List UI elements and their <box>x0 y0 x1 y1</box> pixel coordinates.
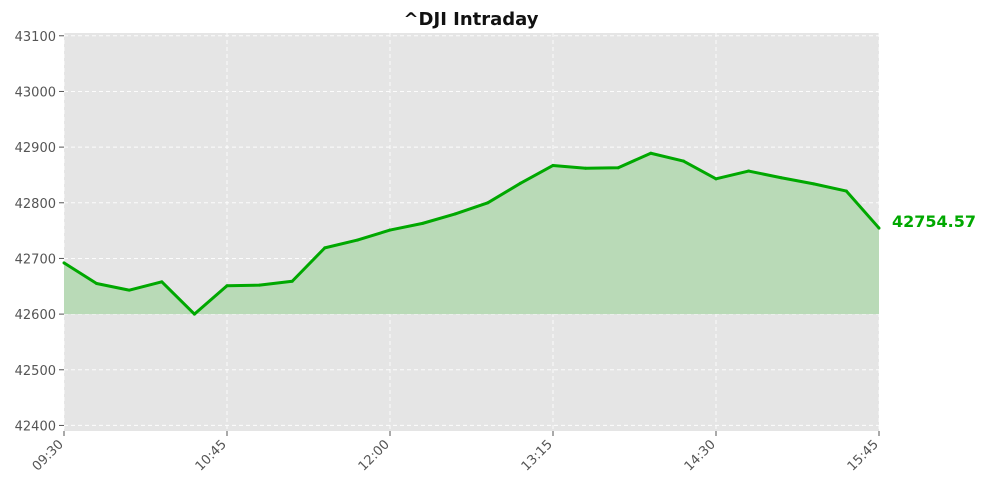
data-point <box>290 279 294 283</box>
chart-title: ^DJI Intraday <box>403 9 538 30</box>
area-fill <box>64 153 879 315</box>
y-tick-label: 43000 <box>15 85 56 100</box>
data-point <box>192 312 196 316</box>
data-point <box>225 284 229 288</box>
y-tick-label: 42600 <box>15 308 56 323</box>
y-tick-label: 43100 <box>15 30 56 45</box>
data-point <box>95 281 99 285</box>
data-point <box>681 159 685 163</box>
x-axis: 09:30 10:45 12:00 13:15 14:30 15:45 <box>30 431 882 474</box>
y-tick-label: 42700 <box>15 252 56 267</box>
data-point <box>127 288 131 292</box>
x-tick-label: 13:15 <box>519 437 556 474</box>
data-point <box>518 181 522 185</box>
data-point <box>844 189 848 193</box>
data-point <box>355 238 359 242</box>
data-point <box>747 169 751 173</box>
data-point <box>486 201 490 205</box>
x-tick-label: 12:00 <box>356 437 393 474</box>
data-point <box>714 177 718 181</box>
y-tick-label: 42800 <box>15 197 56 212</box>
data-point <box>584 166 588 170</box>
y-tick-label: 42900 <box>15 141 56 156</box>
data-point <box>877 226 881 230</box>
data-point <box>421 221 425 225</box>
x-tick-label: 09:30 <box>30 437 67 474</box>
data-point <box>258 283 262 287</box>
y-axis: 42400 42500 42600 42700 42800 42900 43000 43100 <box>15 30 64 434</box>
data-point <box>616 166 620 170</box>
x-tick-label: 14:30 <box>682 437 719 474</box>
y-tick-label: 42400 <box>15 419 56 434</box>
series-line <box>63 151 881 316</box>
data-point <box>779 176 783 180</box>
data-point <box>551 163 555 167</box>
data-point <box>649 151 653 155</box>
data-point <box>160 280 164 284</box>
last-value-label: 42754.57 <box>892 212 976 231</box>
x-tick-label: 15:45 <box>845 437 882 474</box>
data-point <box>62 261 66 265</box>
data-point <box>323 246 327 250</box>
data-point <box>388 228 392 232</box>
data-point <box>812 182 816 186</box>
data-point <box>453 212 457 216</box>
x-tick-label: 10:45 <box>193 437 230 474</box>
y-tick-label: 42500 <box>15 364 56 379</box>
